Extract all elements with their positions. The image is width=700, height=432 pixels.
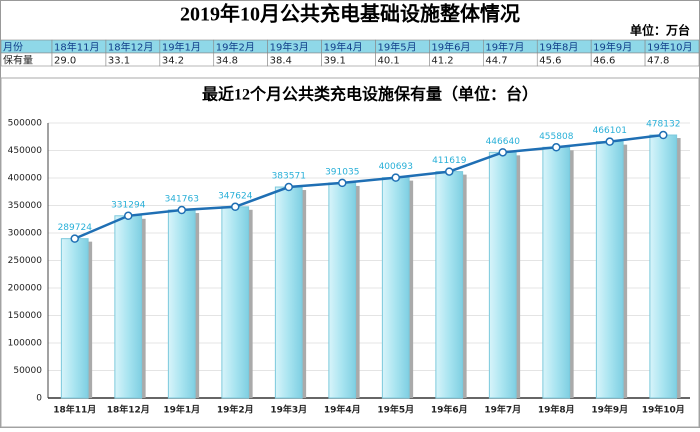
y-tick-label: 200000	[8, 284, 43, 294]
x-tick-label: 19年7月	[484, 404, 521, 416]
table-value: 29.0	[54, 56, 76, 67]
table-value: 41.2	[431, 56, 453, 67]
line-marker	[231, 202, 240, 212]
table-value: 34.2	[162, 56, 184, 67]
bar	[274, 186, 303, 399]
y-tick-label: 100000	[8, 339, 43, 349]
data-label: 383571	[272, 172, 306, 182]
data-label: 391035	[325, 167, 359, 177]
x-tick-label: 19年1月	[163, 404, 200, 416]
table-header: 19年6月	[431, 41, 470, 54]
y-tick-label: 450000	[8, 146, 43, 156]
data-label: 347624	[218, 191, 253, 201]
table-header: 19年10月	[647, 41, 692, 54]
bar	[542, 146, 571, 399]
table-header: 19年7月	[485, 41, 524, 54]
x-tick-label: 19年4月	[324, 404, 361, 416]
y-tick-label: 400000	[8, 174, 43, 184]
line-marker	[605, 137, 614, 146]
x-tick-label: 19年9月	[591, 404, 628, 416]
x-tick-label: 19年10月	[642, 404, 685, 416]
line-marker	[284, 182, 293, 192]
bar	[60, 238, 89, 399]
table-value: 46.6	[593, 56, 615, 67]
data-label: 289724	[58, 223, 93, 233]
table-header: 18年12月	[108, 41, 153, 54]
y-tick-label: 50000	[13, 366, 42, 376]
x-tick-label: 19年2月	[217, 404, 254, 416]
data-label: 478132	[646, 120, 680, 130]
line-marker	[552, 143, 561, 152]
bar	[114, 215, 143, 399]
line-marker	[445, 167, 454, 176]
unit: 单位：万台	[630, 23, 690, 38]
y-tick-label: 300000	[8, 229, 43, 239]
table-value: 44.7	[485, 56, 507, 67]
bar	[435, 171, 464, 399]
table-value: 33.1	[108, 56, 130, 67]
line-marker	[498, 148, 507, 157]
page-title: 2019年10月公共充电基础设施整体情况	[180, 2, 520, 26]
y-tick-label: 250000	[8, 256, 43, 266]
x-tick-label: 19年5月	[377, 404, 414, 416]
bar	[649, 134, 678, 399]
y-tick-label: 150000	[8, 311, 43, 321]
table-header: 19年8月	[539, 41, 578, 54]
line-marker	[659, 130, 668, 140]
data-label: 446640	[486, 137, 521, 147]
data-label: 341763	[165, 195, 199, 205]
x-tick-label: 19年8月	[538, 404, 575, 416]
table-value: 39.1	[324, 56, 346, 67]
line-marker	[338, 178, 347, 188]
line-marker	[70, 234, 79, 243]
y-tick-label: 500000	[8, 119, 43, 129]
table-header: 19年2月	[216, 41, 255, 54]
table-value: 40.1	[378, 56, 400, 67]
y-tick-label: 0	[36, 394, 42, 404]
table-cell	[644, 52, 700, 67]
x-tick-label: 18年11月	[53, 404, 96, 416]
bar	[221, 206, 250, 399]
table-header: 19年5月	[378, 41, 417, 54]
bar	[381, 177, 410, 399]
chart-title: 最近12个月公共类充电设施保有量（单位：台）	[202, 85, 538, 104]
data-label: 400693	[379, 162, 413, 172]
bar	[167, 209, 196, 399]
table-header: 19年4月	[324, 41, 363, 54]
table-value: 保有量	[3, 54, 33, 67]
bar	[488, 151, 517, 399]
data-label: 466101	[593, 126, 627, 136]
table-header: 19年1月	[162, 41, 201, 54]
line-marker	[391, 173, 400, 182]
data-label: 331294	[111, 200, 146, 210]
chart-frame	[0, 77, 700, 428]
bar	[595, 141, 624, 399]
table-header: 19年3月	[270, 41, 309, 54]
table-header: 月份	[3, 42, 23, 54]
x-tick-label: 18年12月	[107, 404, 150, 416]
table-value: 45.6	[539, 56, 561, 67]
bar	[328, 182, 357, 399]
y-tick-label: 350000	[8, 201, 43, 211]
data-label: 411619	[432, 156, 467, 166]
table-value: 47.8	[647, 56, 669, 67]
data-label: 455808	[539, 132, 574, 142]
table-value: 38.4	[270, 56, 292, 67]
x-tick-label: 19年3月	[270, 404, 307, 416]
table-header: 18年11月	[54, 41, 99, 54]
x-tick-label: 19年6月	[431, 404, 468, 416]
table-value: 34.8	[216, 56, 238, 67]
line-marker	[177, 205, 186, 215]
line-marker	[124, 211, 133, 221]
table-header: 19年9月	[593, 41, 632, 54]
line	[74, 133, 664, 240]
